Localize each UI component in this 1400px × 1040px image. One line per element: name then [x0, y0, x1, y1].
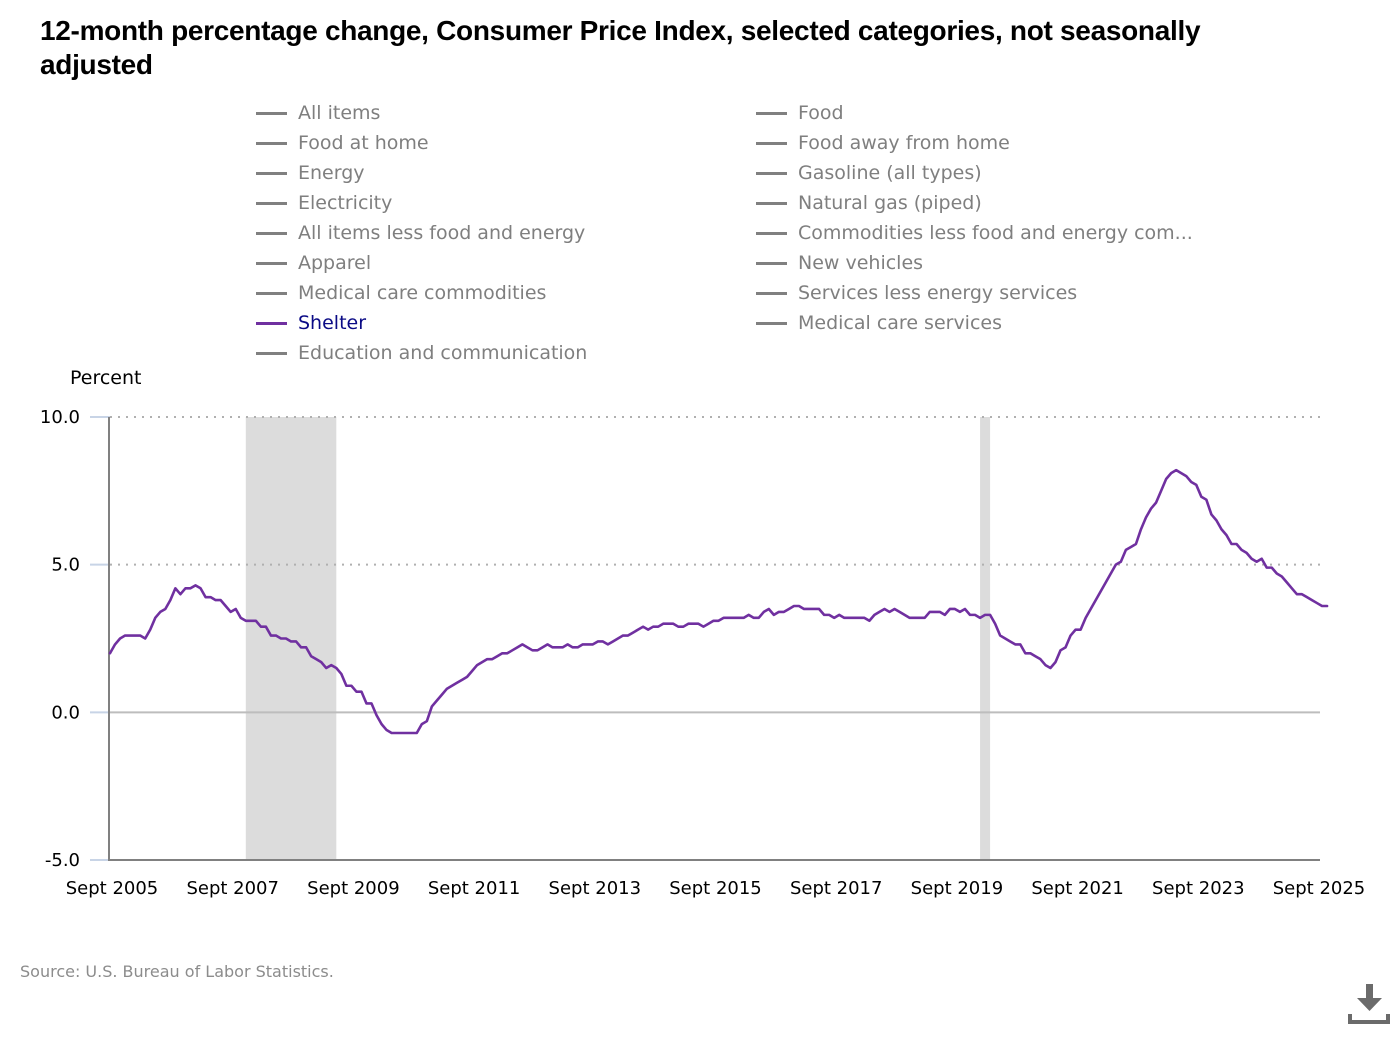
- legend-line-swatch-icon: [256, 261, 287, 265]
- series-layer: [108, 468, 1329, 735]
- recession-shading: [245, 417, 991, 860]
- legend-line-swatch-icon: [756, 321, 787, 325]
- x-tick-label: Sept 2013: [549, 878, 642, 899]
- legend-line-swatch-icon: [756, 171, 787, 175]
- legend-item-all-items[interactable]: All items: [256, 98, 380, 128]
- legend-line-swatch-icon: [756, 141, 787, 145]
- legend-label: Education and communication: [298, 342, 588, 364]
- chart-title: 12-month percentage change, Consumer Pri…: [40, 15, 1201, 80]
- x-tick-label: Sept 2011: [428, 878, 521, 899]
- y-tick-label: 5.0: [51, 555, 80, 576]
- legend-label: Energy: [298, 162, 365, 184]
- legend-line-swatch-icon: [756, 201, 787, 205]
- legend-line-swatch-icon: [256, 321, 287, 325]
- x-tick-label: Sept 2005: [66, 878, 159, 899]
- legend-label: All items less food and energy: [298, 222, 586, 244]
- legend-item-food-away-from-home[interactable]: Food away from home: [756, 128, 1010, 158]
- legend-item-gasoline-all-types[interactable]: Gasoline (all types): [756, 158, 982, 188]
- legend-label: Electricity: [298, 192, 393, 214]
- legend-item-food-at-home[interactable]: Food at home: [256, 128, 429, 158]
- legend-label: All items: [298, 102, 381, 124]
- x-tick-label: Sept 2007: [186, 878, 279, 899]
- legend-label: New vehicles: [798, 252, 924, 274]
- y-tick-labels: 10.0 5.0 0.0 -5.0: [40, 407, 80, 871]
- legend-line-swatch-icon: [256, 291, 287, 295]
- legend-label: Commodities less food and energy com...: [798, 222, 1193, 244]
- legend-label: Food away from home: [798, 132, 1010, 154]
- legend-item-electricity[interactable]: Electricity: [256, 188, 392, 218]
- x-tick-label: Sept 2017: [790, 878, 883, 899]
- legend-label: Apparel: [298, 252, 372, 274]
- legend-item-food[interactable]: Food: [756, 98, 844, 128]
- recession-band-2: [980, 417, 991, 860]
- y-axis-label: Percent: [70, 367, 142, 389]
- legend-item-education-and-communication[interactable]: Education and communication: [256, 338, 587, 368]
- legend-label: Shelter: [298, 312, 367, 334]
- legend-item-apparel[interactable]: Apparel: [256, 248, 371, 278]
- y-tick-label: -5.0: [45, 850, 80, 871]
- legend-line-swatch-icon: [256, 351, 287, 355]
- legend-item-medical-care-services[interactable]: Medical care services: [756, 308, 1002, 338]
- legend-item-new-vehicles[interactable]: New vehicles: [756, 248, 923, 278]
- legend-line-swatch-icon: [256, 171, 287, 175]
- legend-line-swatch-icon: [256, 141, 287, 145]
- legend-label: Medical care commodities: [298, 282, 547, 304]
- x-tick-label: Sept 2009: [307, 878, 400, 899]
- legend-label: Food: [798, 102, 844, 124]
- legend-label: Medical care services: [798, 312, 1002, 334]
- legend-item-services-less-energy-services[interactable]: Services less energy services: [756, 278, 1077, 308]
- legend-label: Natural gas (piped): [798, 192, 982, 214]
- x-tick-label: Sept 2023: [1152, 878, 1245, 899]
- source-note: Source: U.S. Bureau of Labor Statistics.: [20, 962, 334, 981]
- download-icon: [1348, 984, 1390, 1024]
- line-chart: 10.05.00.0-5.0 Sept 2005 Sept 2007 Sept 20…: [40, 407, 1366, 899]
- x-tick-label: Sept 2015: [669, 878, 762, 899]
- recession-band-1: [245, 417, 337, 860]
- x-tick-label: Sept 2025: [1273, 878, 1366, 899]
- x-tick-label: Sept 2021: [1031, 878, 1124, 899]
- legend-label: Gasoline (all types): [798, 162, 982, 184]
- legend-line-swatch-icon: [756, 261, 787, 265]
- legend-line-swatch-icon: [756, 291, 787, 295]
- y-tick-label: 10.0: [40, 407, 80, 428]
- legend-item-natural-gas-piped[interactable]: Natural gas (piped): [756, 188, 982, 218]
- y-tick-label: 0.0: [51, 702, 80, 723]
- x-tick-labels: Sept 2005 Sept 2007 Sept 2009 Sept 2011 Sept…: [66, 878, 1366, 899]
- legend-line-swatch-icon: [756, 111, 787, 115]
- series-line-shelter[interactable]: [108, 468, 1329, 735]
- download-button[interactable]: [1346, 982, 1392, 1028]
- legend-line-swatch-icon: [256, 111, 287, 115]
- legend-line-swatch-icon: [256, 231, 287, 235]
- legend-label: Food at home: [298, 132, 429, 154]
- legend-line-swatch-icon: [256, 201, 287, 205]
- x-tick-label: Sept 2019: [911, 878, 1004, 899]
- legend-item-shelter[interactable]: Shelter: [256, 308, 366, 338]
- legend-item-all-items-less-food-and-energy[interactable]: All items less food and energy: [256, 218, 585, 248]
- axes: [108, 417, 1320, 861]
- legend-label: Services less energy services: [798, 282, 1078, 304]
- legend-item-commodities-less-food-and-energy-com[interactable]: Commodities less food and energy com...: [756, 218, 1193, 248]
- legend-item-energy[interactable]: Energy: [256, 158, 365, 188]
- legend-item-medical-care-commodities[interactable]: Medical care commodities: [256, 278, 546, 308]
- legend-line-swatch-icon: [756, 231, 787, 235]
